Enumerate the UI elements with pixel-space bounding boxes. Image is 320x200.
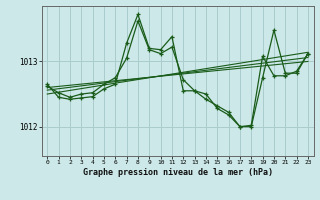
X-axis label: Graphe pression niveau de la mer (hPa): Graphe pression niveau de la mer (hPa) <box>83 168 273 177</box>
